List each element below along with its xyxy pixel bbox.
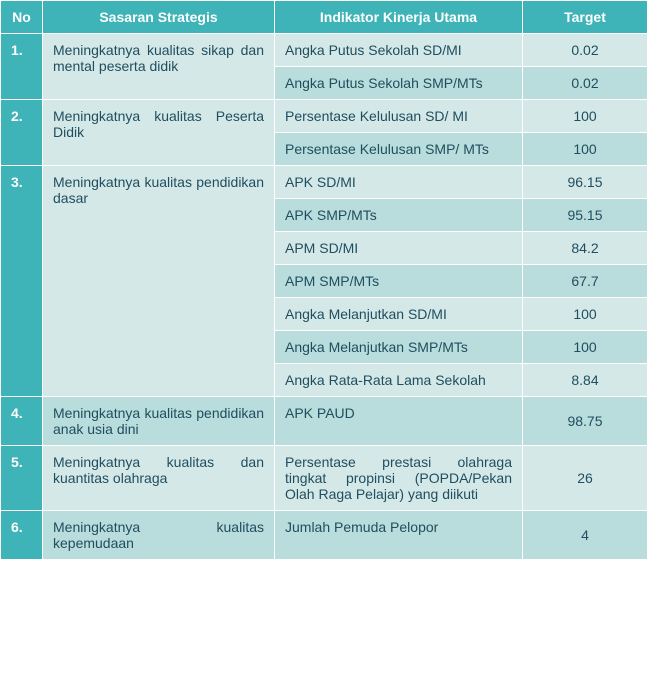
cell-target: 84.2 [523,232,647,265]
cell-indikator: Angka Putus Sekolah SMP/MTs [275,67,523,100]
cell-target: 98.75 [523,397,647,446]
cell-sasaran: Meningkatnya kualitas kepemudaan [43,511,275,560]
cell-target: 100 [523,331,647,364]
cell-no: 3. [1,166,43,397]
header-target: Target [523,1,647,34]
cell-target: 100 [523,133,647,166]
cell-sasaran: Meningkatnya kualitas dan kuantitas olah… [43,446,275,511]
cell-no: 6. [1,511,43,560]
table-row: 5. Meningkatnya kualitas dan kuantitas o… [1,446,647,511]
cell-target: 67.7 [523,265,647,298]
cell-indikator: Angka Melanjutkan SD/MI [275,298,523,331]
table-header-row: No Sasaran Strategis Indikator Kinerja U… [1,1,647,34]
table-row: 1. Meningkatnya kualitas sikap dan menta… [1,34,647,67]
cell-indikator: Jumlah Pemuda Pelopor [275,511,523,560]
cell-sasaran: Meningkatnya kualitas pendidikan dasar [43,166,275,397]
cell-sasaran: Meningkatnya kualitas Peserta Didik [43,100,275,166]
header-indikator: Indikator Kinerja Utama [275,1,523,34]
cell-target: 0.02 [523,67,647,100]
cell-indikator: APM SMP/MTs [275,265,523,298]
cell-target: 8.84 [523,364,647,397]
cell-target: 100 [523,100,647,133]
cell-indikator: Angka Melanjutkan SMP/MTs [275,331,523,364]
cell-no: 5. [1,446,43,511]
cell-no: 2. [1,100,43,166]
cell-indikator: Persentase Kelulusan SD/ MI [275,100,523,133]
header-no: No [1,1,43,34]
cell-target: 95.15 [523,199,647,232]
kpi-table: No Sasaran Strategis Indikator Kinerja U… [0,0,647,560]
cell-indikator: APK PAUD [275,397,523,446]
cell-indikator: APM SD/MI [275,232,523,265]
cell-target: 26 [523,446,647,511]
cell-indikator: Persentase prestasi olahraga tingkat pro… [275,446,523,511]
cell-target: 0.02 [523,34,647,67]
cell-indikator: APK SD/MI [275,166,523,199]
cell-sasaran: Meningkatnya kualitas sikap dan mental p… [43,34,275,100]
cell-indikator: Angka Rata-Rata Lama Sekolah [275,364,523,397]
header-sasaran: Sasaran Strategis [43,1,275,34]
table-row: 3. Meningkatnya kualitas pendidikan dasa… [1,166,647,199]
table-body: 1. Meningkatnya kualitas sikap dan menta… [1,34,647,560]
cell-target: 4 [523,511,647,560]
cell-target: 100 [523,298,647,331]
cell-indikator: Persentase Kelulusan SMP/ MTs [275,133,523,166]
cell-target: 96.15 [523,166,647,199]
cell-indikator: APK SMP/MTs [275,199,523,232]
table-row: 6. Meningkatnya kualitas kepemudaan Juml… [1,511,647,560]
cell-sasaran: Meningkatnya kualitas pendidikan anak us… [43,397,275,446]
cell-indikator: Angka Putus Sekolah SD/MI [275,34,523,67]
cell-no: 1. [1,34,43,100]
cell-no: 4. [1,397,43,446]
table-row: 4. Meningkatnya kualitas pendidikan anak… [1,397,647,446]
table-row: 2. Meningkatnya kualitas Peserta Didik P… [1,100,647,133]
